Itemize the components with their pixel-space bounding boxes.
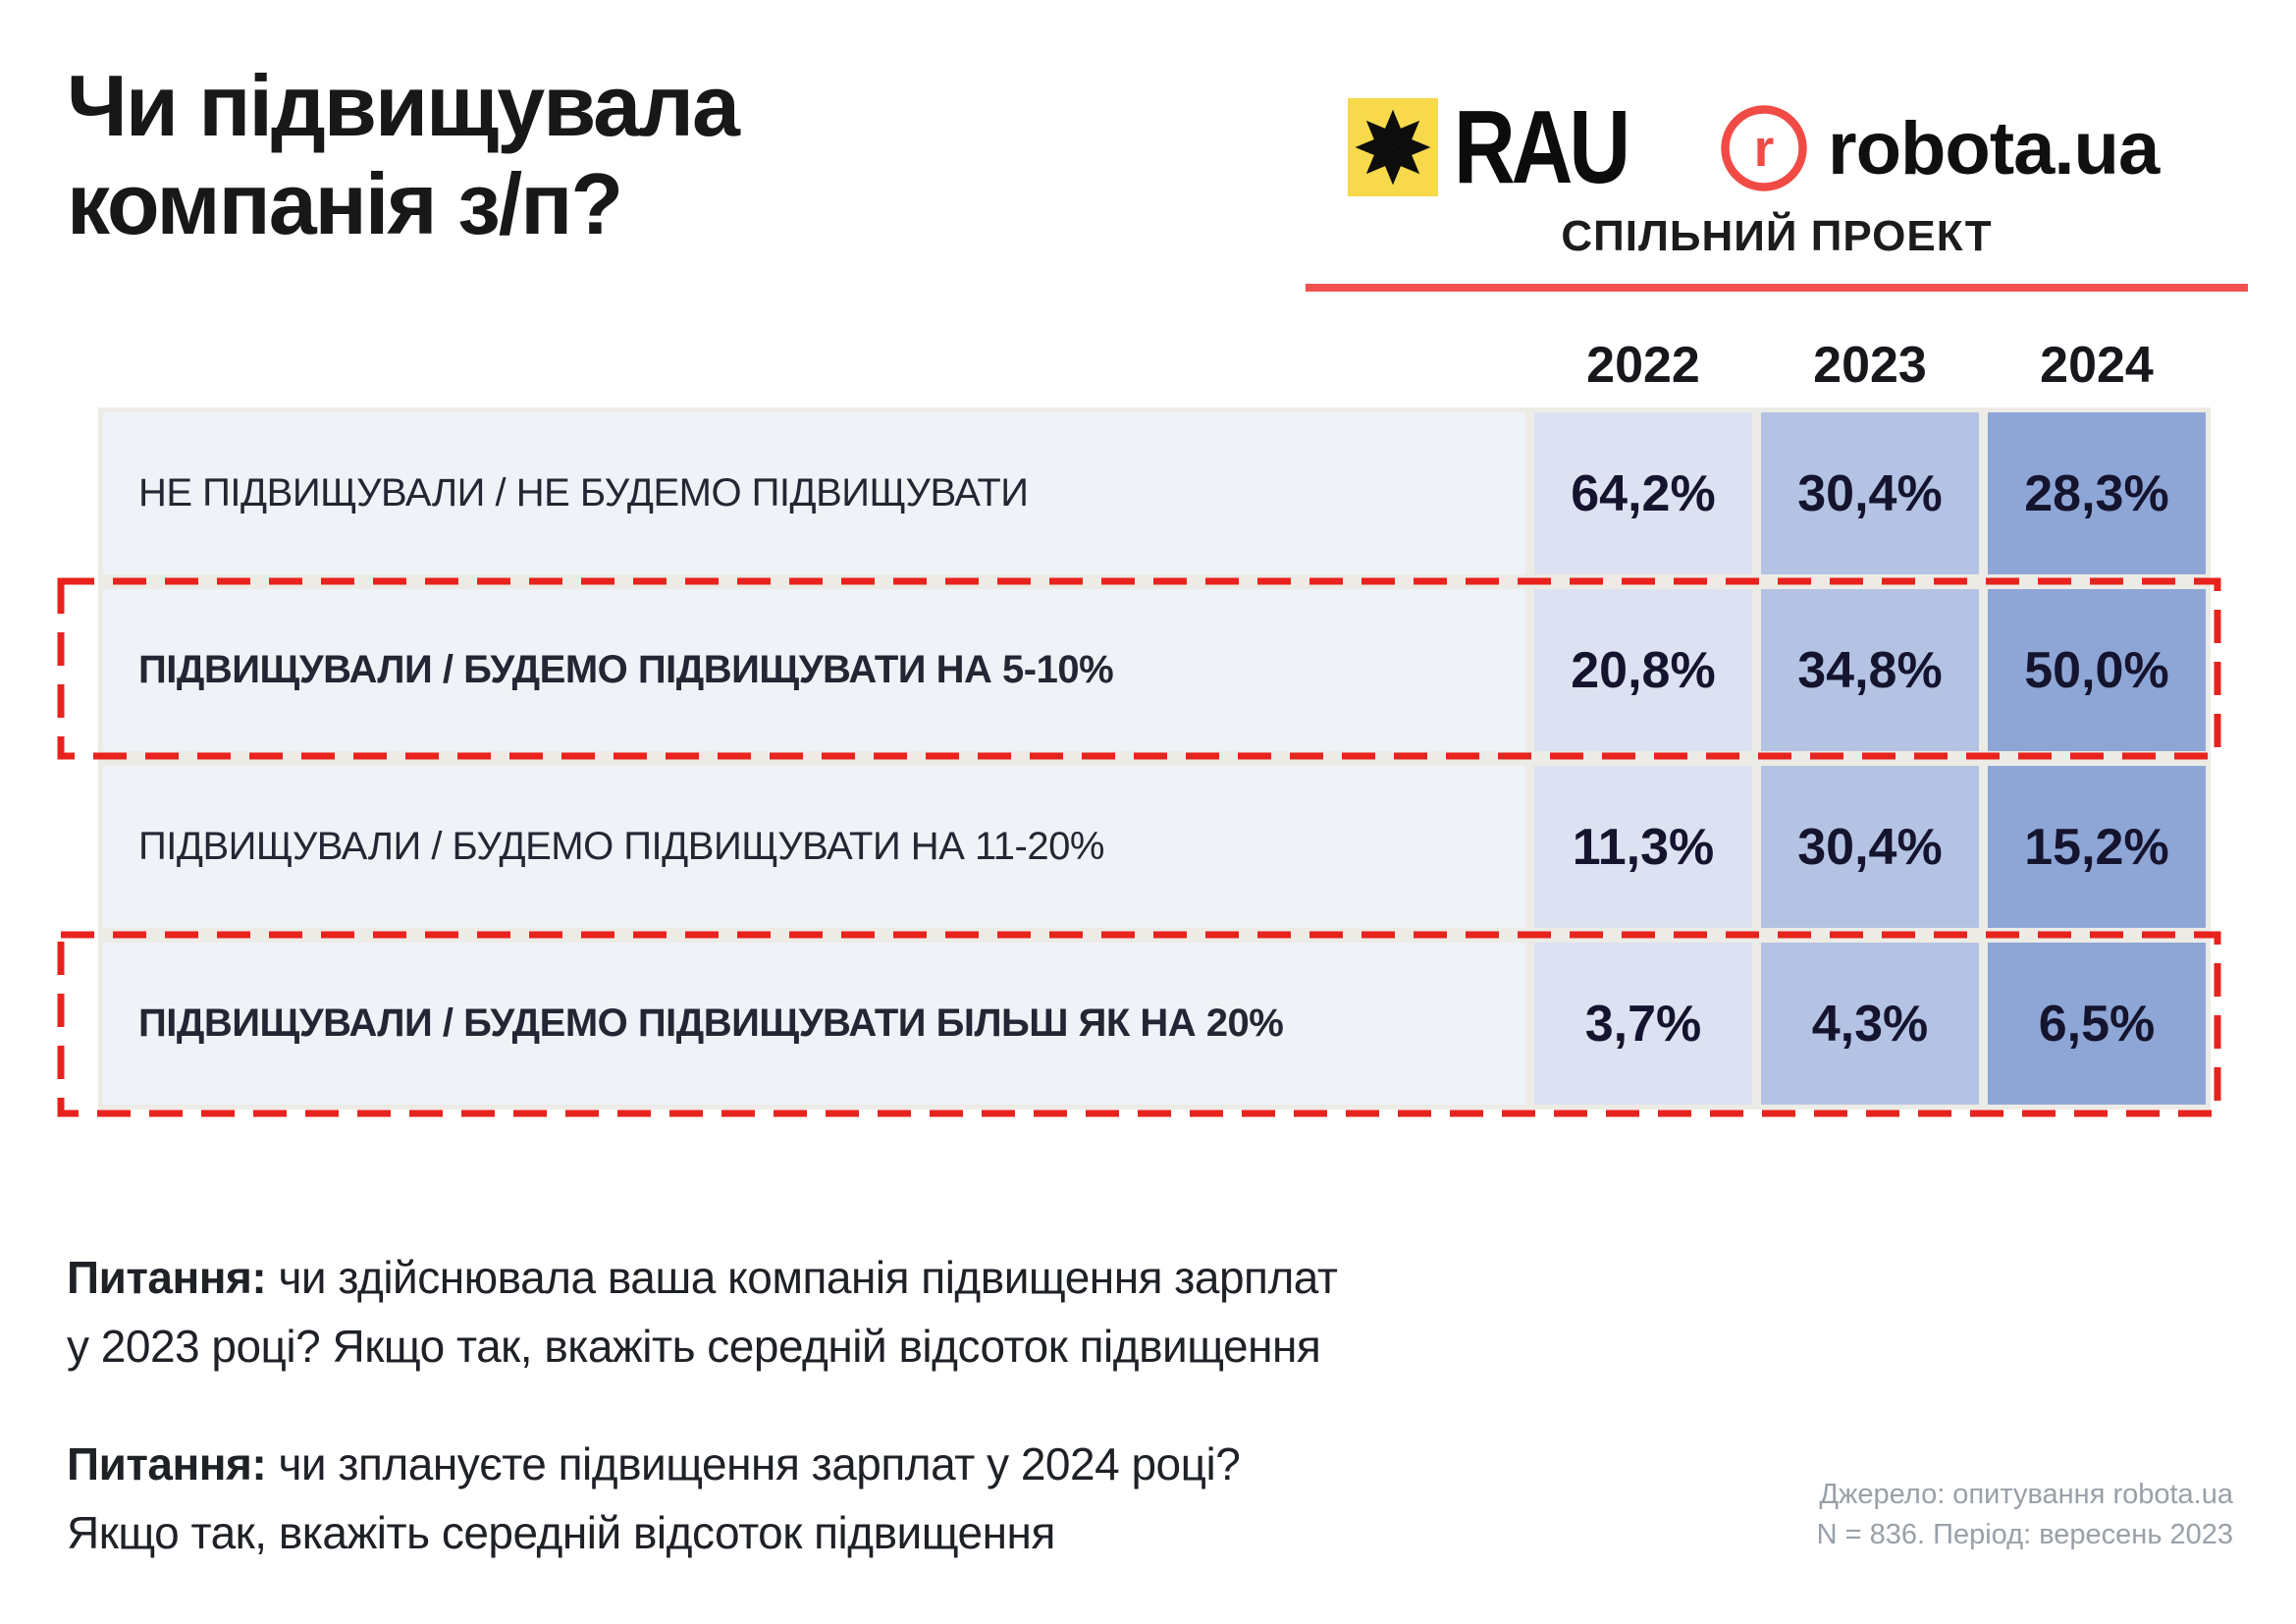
row-label: ПІДВИЩУВАЛИ / БУДЕМО ПІДВИЩУВАТИ БІЛЬШ Я… xyxy=(103,943,1525,1105)
robota-r-icon: r xyxy=(1718,102,1810,194)
question-1-line2: у 2023 році? Якщо так, вкажіть середній … xyxy=(67,1321,1321,1372)
cell-value: 3,7% xyxy=(1534,943,1752,1105)
source-note: Джерело: опитування robota.ua N = 836. П… xyxy=(1817,1475,2233,1555)
cell-value: 20,8% xyxy=(1534,589,1752,751)
row-label: ПІДВИЩУВАЛИ / БУДЕМО ПІДВИЩУВАТИ НА 11-2… xyxy=(103,766,1525,928)
cell-value: 30,4% xyxy=(1761,412,1979,574)
cell-value: 64,2% xyxy=(1534,412,1752,574)
question-2-line1: Питання: чи зплануєте підвищення зарплат… xyxy=(67,1430,1241,1498)
row-label: ПІДВИЩУВАЛИ / БУДЕМО ПІДВИЩУВАТИ НА 5-10… xyxy=(103,589,1525,751)
cell-value: 28,3% xyxy=(1988,412,2206,574)
cell-value: 11,3% xyxy=(1534,766,1752,928)
joint-project-label: СПІЛЬНИЙ ПРОЕКТ xyxy=(1561,212,1993,260)
cell-value: 50,0% xyxy=(1988,589,2206,751)
rau-logo-text: RAU xyxy=(1454,89,1630,205)
cell-value: 30,4% xyxy=(1761,766,1979,928)
question-1-prefix: Питання: xyxy=(67,1252,267,1303)
data-table: НЕ ПІДВИЩУВАЛИ / НЕ БУДЕМО ПІДВИЩУВАТИ 6… xyxy=(98,407,2211,1110)
question-2: Питання: чи зплануєте підвищення зарплат… xyxy=(67,1430,1241,1567)
row-label: НЕ ПІДВИЩУВАЛИ / НЕ БУДЕМО ПІДВИЩУВАТИ xyxy=(103,412,1525,574)
column-header-2022: 2022 xyxy=(1586,337,1700,394)
cell-value: 6,5% xyxy=(1988,943,2206,1105)
question-2-line2: Якщо так, вкажіть середній відсоток підв… xyxy=(67,1507,1055,1558)
divider-line xyxy=(1306,284,2248,292)
cell-value: 15,2% xyxy=(1988,766,2206,928)
cell-value: 4,3% xyxy=(1761,943,1979,1105)
page-title-line2: компанія з/п? xyxy=(67,155,623,252)
question-2-prefix: Питання: xyxy=(67,1438,267,1489)
question-1: Питання: чи здійснювала ваша компанія пі… xyxy=(67,1243,1338,1380)
svg-text:r: r xyxy=(1754,120,1774,178)
source-line2: N = 836. Період: вересень 2023 xyxy=(1816,1519,2233,1550)
rau-logo: RAU xyxy=(1348,89,1665,205)
question-1-line1: Питання: чи здійснювала ваша компанія пі… xyxy=(67,1243,1338,1312)
source-line1: Джерело: опитування robota.ua xyxy=(1819,1479,2233,1510)
page-title: Чи підвищувала компанія з/п? xyxy=(67,57,740,253)
robota-logo-text: robota.ua xyxy=(1828,106,2160,190)
question-2-text: чи зплануєте підвищення зарплат у 2024 р… xyxy=(266,1438,1241,1489)
column-header-2023: 2023 xyxy=(1813,337,1927,394)
page-title-line1: Чи підвищувала xyxy=(67,57,740,154)
cell-value: 34,8% xyxy=(1761,589,1979,751)
column-header-2024: 2024 xyxy=(2040,337,2154,394)
rau-star-icon xyxy=(1348,98,1438,196)
robota-logo: r robota.ua xyxy=(1718,102,2160,194)
question-1-text: чи здійснювала ваша компанія підвищення … xyxy=(266,1252,1338,1303)
